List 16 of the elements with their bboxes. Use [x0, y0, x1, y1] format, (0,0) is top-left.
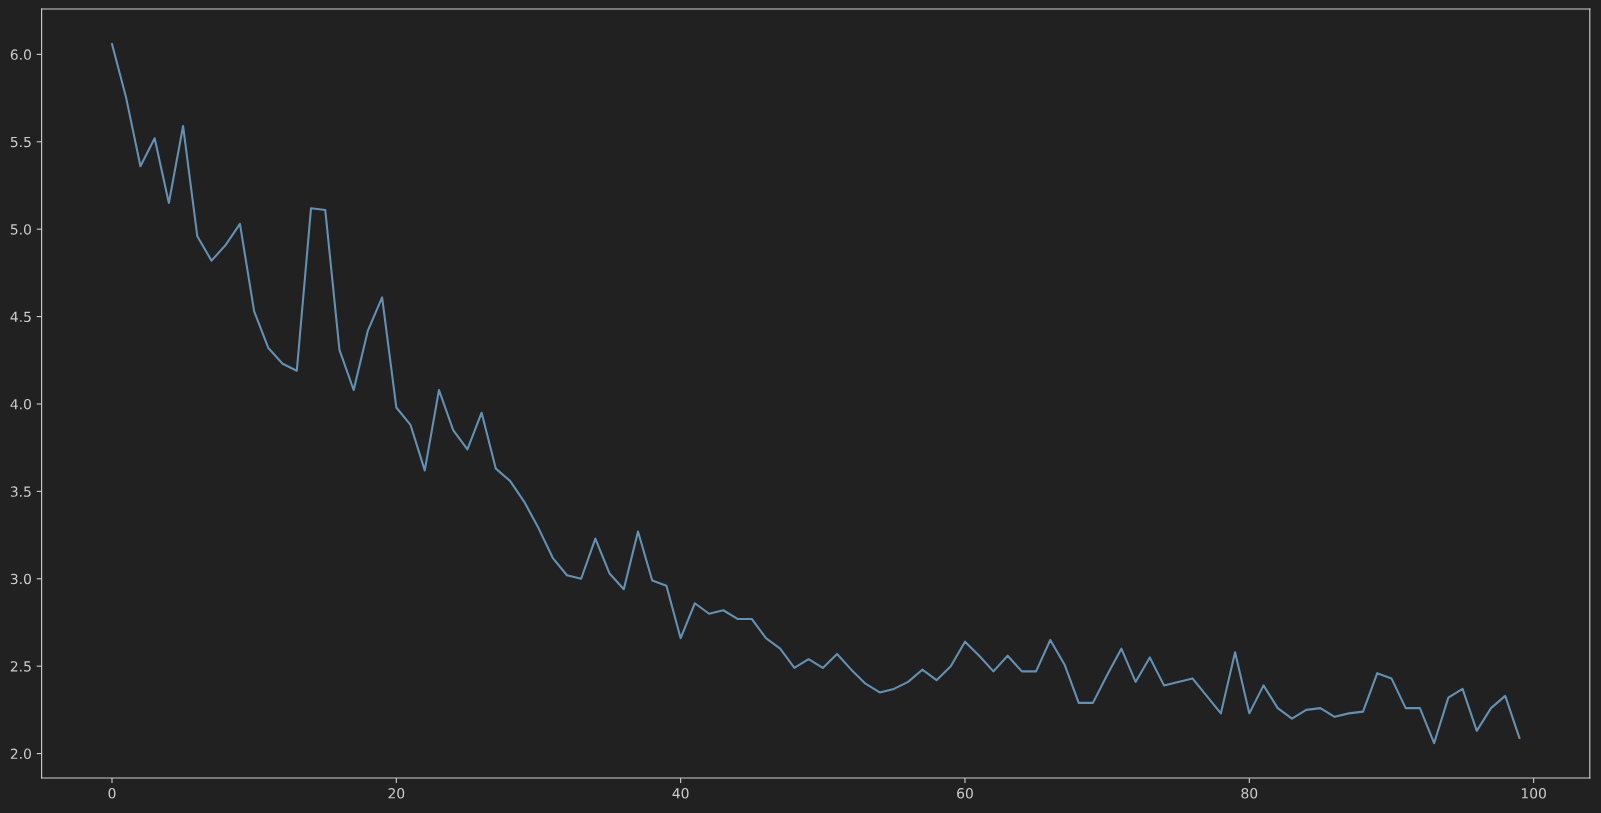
y-tick-label: 5.0: [10, 224, 31, 235]
y-tick-label: 4.0: [10, 398, 31, 410]
y-tick-label: 6.0: [10, 49, 31, 60]
y-tick-label: 4.5: [10, 311, 31, 323]
y-tick-label: 2.0: [10, 748, 31, 760]
x-tick-label: 60: [957, 788, 973, 799]
y-tick-label: 5.5: [10, 136, 31, 148]
y-tick-label: 3.5: [10, 486, 31, 497]
y-tick-label: 3.0: [10, 573, 31, 585]
x-tick-label: 100: [1521, 788, 1546, 799]
line-series: [110, 42, 1521, 745]
x-tick-label: 0: [108, 788, 116, 799]
x-tick-label: 20: [388, 788, 405, 799]
x-tick-label: 80: [1241, 788, 1258, 799]
x-tick-label: 40: [672, 788, 689, 799]
y-tick-label: 2.5: [10, 661, 31, 672]
